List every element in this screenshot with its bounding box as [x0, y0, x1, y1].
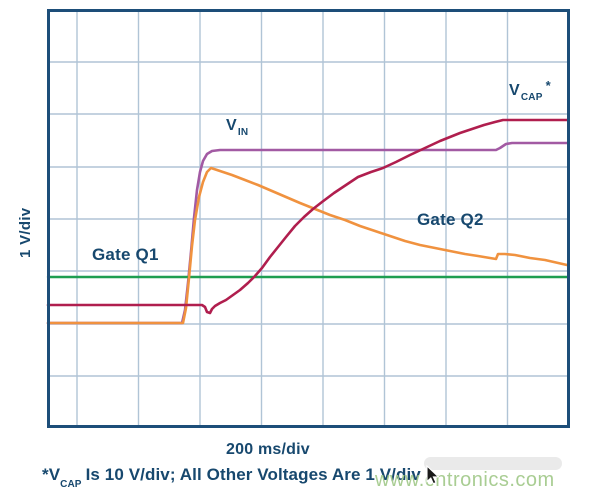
- waveform-vin: [46, 141, 569, 325]
- label-vin-main: V: [226, 117, 237, 134]
- grid: [48, 10, 569, 427]
- y-axis-label: 1 V/div: [17, 207, 34, 258]
- label-vcap-sub: CAP: [520, 92, 543, 103]
- label-gate-q1: Gate Q1: [92, 245, 159, 264]
- plot-border-rect: [47, 9, 570, 428]
- label-vin-sub: IN: [237, 127, 249, 138]
- footnote: *VCAPIs 10 V/div; All Other Voltages Are…: [42, 465, 421, 490]
- label-vcap: VCAP*: [509, 79, 551, 103]
- label-gate-q2: Gate Q2: [417, 210, 484, 229]
- waveform-gate_q2: [46, 166, 569, 325]
- plot-border: [47, 9, 570, 428]
- label-vcap-main: V: [509, 82, 520, 99]
- watermark-text: www.cntronics.com: [375, 469, 555, 491]
- footnote-star-v: *V: [42, 465, 61, 484]
- waveforms: [46, 118, 569, 325]
- waveform-vcap: [46, 118, 569, 315]
- footnote-cap-sub: CAP: [60, 479, 82, 490]
- label-vin: VIN: [226, 118, 248, 138]
- watermark-band: [424, 457, 562, 470]
- x-axis-label: 200 ms/div: [226, 441, 310, 458]
- footnote-text: Is 10 V/div; All Other Voltages Are 1 V/…: [85, 465, 421, 484]
- label-vcap-star: *: [545, 78, 551, 93]
